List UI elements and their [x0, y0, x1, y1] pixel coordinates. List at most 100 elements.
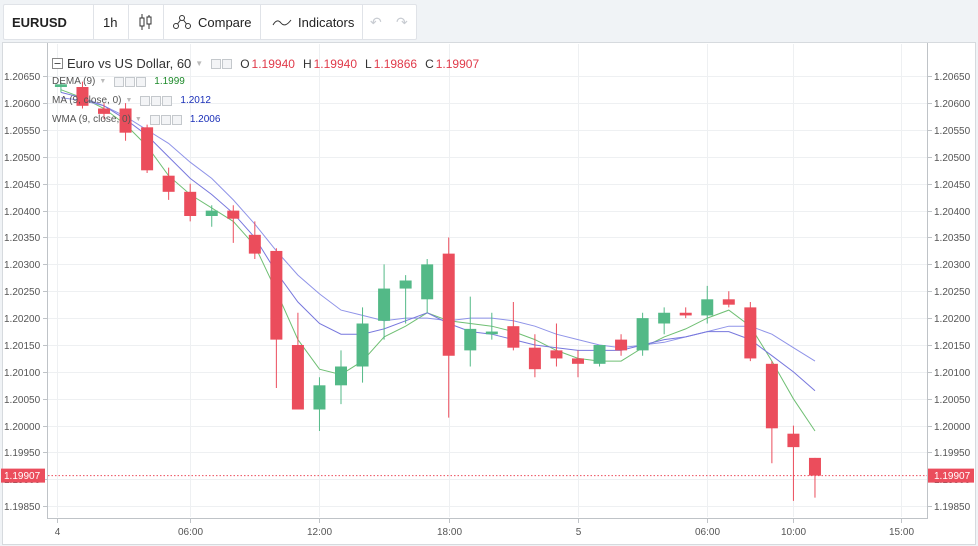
chevron-down-icon[interactable]: ▼	[195, 59, 204, 68]
candle-down	[615, 334, 628, 356]
legend-title-row: Euro vs US Dollar, 60 ▼ O 1.19940 H 1.1994…	[52, 56, 479, 71]
close-icon[interactable]	[162, 95, 173, 106]
collapse-icon[interactable]	[52, 58, 63, 69]
indicators-button[interactable]: Indicators	[272, 5, 354, 39]
settings-icon[interactable]	[151, 95, 162, 106]
price-tick-label-left: 1.20400	[4, 207, 41, 218]
candle-body	[571, 358, 584, 364]
candle-body	[421, 264, 434, 300]
candle-body	[248, 234, 261, 254]
candle-body	[442, 253, 455, 356]
candle-up	[335, 350, 347, 405]
candle-body	[270, 250, 283, 340]
price-tick-label-left: 1.20650	[4, 72, 41, 83]
price-tick-label-left: 1.20250	[4, 287, 41, 298]
price-tick-label-right: 1.20650	[934, 72, 971, 83]
symbol-search[interactable]: EURUSD	[12, 14, 67, 30]
candle-body	[54, 84, 67, 87]
chevron-down-icon[interactable]: ▼	[99, 78, 107, 85]
candle-down	[162, 167, 175, 200]
price-tick-label-right: 1.20100	[934, 368, 971, 379]
close-icon[interactable]	[171, 114, 182, 125]
candles	[54, 81, 821, 501]
price-tick-label-right: 1.20150	[934, 341, 971, 352]
legend-dema[interactable]: DEMA (9) ▼ 1.1999	[52, 76, 185, 87]
price-tick-label-left: 1.20550	[4, 126, 41, 137]
settings-icon[interactable]	[125, 76, 136, 87]
eye-icon[interactable]	[114, 76, 125, 87]
toolbar-divider	[163, 5, 164, 39]
candle-down	[744, 302, 757, 362]
price-tick-label-left: 1.20000	[4, 422, 41, 433]
compare-icon	[173, 15, 191, 29]
price-tick-label-right: 1.20450	[934, 180, 971, 191]
chart-grid	[48, 44, 927, 517]
candle-down	[141, 124, 154, 173]
candle-up	[205, 205, 218, 227]
candle-body	[205, 210, 218, 216]
candle-body	[550, 350, 563, 359]
ma-actions	[140, 95, 173, 106]
candle-body	[658, 312, 671, 324]
price-tick-label-right: 1.19850	[934, 502, 971, 513]
price-tick-label-right: 1.20200	[934, 314, 971, 325]
price-tick-label-right: 1.20600	[934, 99, 971, 110]
candle-body	[227, 210, 240, 219]
interval-button[interactable]: 1h	[103, 14, 118, 30]
settings-icon[interactable]	[222, 58, 233, 69]
chevron-down-icon[interactable]: ▼	[125, 97, 133, 104]
candle-up	[421, 259, 434, 313]
price-tick-label-right: 1.20550	[934, 126, 971, 137]
last-price-tag-right	[928, 468, 974, 483]
price-tick-label-left: 1.20500	[4, 153, 41, 164]
wma-label: WMA (9, close, 0)	[52, 114, 131, 125]
time-tick-label: 06:00	[695, 527, 720, 538]
candle-up	[701, 285, 714, 324]
candle-body	[507, 326, 520, 348]
time-tick-label: 18:00	[437, 527, 462, 538]
close-icon[interactable]	[136, 76, 147, 87]
indicator-line-dema	[60, 89, 816, 432]
compare-label: Compare	[198, 14, 252, 30]
legend-ma[interactable]: MA (9, close, 0) ▼ 1.2012	[52, 95, 211, 106]
candle-body	[615, 339, 628, 351]
time-tick-label: 4	[55, 527, 61, 538]
dema-actions	[114, 76, 147, 87]
eye-icon[interactable]	[149, 114, 160, 125]
candle-body	[765, 363, 778, 429]
settings-icon[interactable]	[160, 114, 171, 125]
last-price-label-left: 1.19907	[4, 471, 41, 482]
eye-icon[interactable]	[140, 95, 151, 106]
price-tick-label-left: 1.20600	[4, 99, 41, 110]
compare-button[interactable]: Compare	[172, 5, 251, 39]
candle-up	[658, 307, 671, 335]
candle-body	[378, 288, 391, 321]
chevron-down-icon[interactable]: ▼	[134, 116, 142, 123]
candle-body	[291, 345, 304, 410]
price-tick-label-left: 1.20100	[4, 368, 41, 379]
indicators-label: Indicators	[298, 14, 355, 30]
price-tick-label-left: 1.20300	[4, 260, 41, 271]
undo-icon[interactable]: ↶	[370, 13, 382, 30]
ohlc-low: L 1.19866	[365, 56, 418, 71]
legend-wma[interactable]: WMA (9, close, 0) ▼ 1.2006	[52, 114, 220, 125]
last-price-label-right: 1.19907	[934, 471, 971, 482]
eye-icon[interactable]	[211, 58, 222, 69]
dema-label: DEMA (9)	[52, 76, 96, 87]
redo-icon[interactable]: ↷	[396, 13, 408, 30]
candle-body	[313, 385, 326, 410]
candle-body	[636, 318, 649, 351]
candle-style-icon[interactable]	[138, 5, 154, 39]
candle-down	[571, 350, 584, 378]
toolbar-divider	[362, 5, 363, 39]
candle-up	[399, 275, 412, 324]
wma-actions	[149, 114, 182, 125]
candle-up	[464, 296, 477, 367]
candle-body	[787, 433, 800, 448]
candle-down	[184, 183, 197, 222]
candle-up	[356, 307, 369, 383]
time-tick-label: 10:00	[781, 527, 806, 538]
time-tick-label: 15:00	[889, 527, 914, 538]
candle-body	[98, 108, 111, 114]
